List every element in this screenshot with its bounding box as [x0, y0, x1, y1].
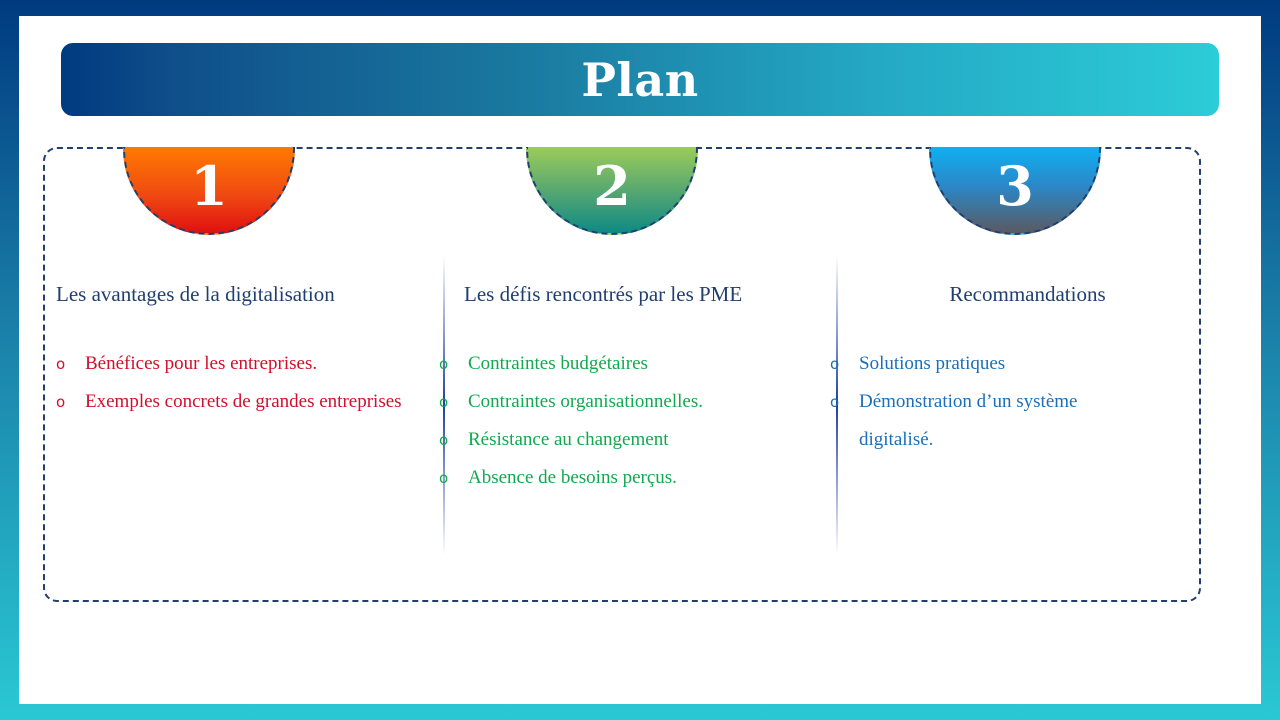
bullet-icon: o — [439, 355, 449, 373]
list-item: o Contraintes organisationnelles. — [439, 383, 829, 421]
bullet-icon: o — [439, 393, 449, 411]
bullet-icon: o — [56, 355, 66, 373]
list-item: o Démonstration d’un système digitalisé. — [830, 383, 1130, 459]
section-3-list: o Solutions pratiques o Démonstration d’un… — [830, 345, 1130, 459]
section-3-heading: Recommandations — [949, 282, 1106, 306]
bullet-icon: o — [439, 469, 449, 487]
list-item: o Bénéfices pour les entreprises. — [56, 345, 446, 383]
section-1-column: Les avantages de la digitalisation o Béné… — [56, 282, 446, 421]
column-divider-1 — [443, 255, 445, 555]
section-3-number: 3 — [996, 154, 1034, 218]
list-item: o Exemples concrets de grandes entreprise… — [56, 383, 446, 421]
section-1-heading: Les avantages de la digitalisation — [56, 282, 335, 306]
bullet-icon: o — [830, 355, 840, 373]
section-1-list: o Bénéfices pour les entreprises. o Exempl… — [56, 345, 446, 421]
section-2-number: 2 — [593, 154, 631, 218]
section-1-number: 1 — [190, 154, 228, 218]
list-item: o Contraintes budgétaires — [439, 345, 829, 383]
bullet-icon: o — [56, 393, 66, 411]
section-2-heading: Les défis rencontrés par les PME — [464, 282, 743, 306]
slide: Plan — [19, 16, 1261, 704]
section-2-list: o Contraintes budgétaires o Contraintes or… — [439, 345, 829, 497]
list-item: o Résistance au changement — [439, 421, 829, 459]
section-2-column: Les défis rencontrés par les PME o Contra… — [439, 282, 829, 497]
column-divider-2 — [836, 255, 838, 555]
bullet-icon: o — [830, 393, 840, 411]
section-3-column: Recommandations o Solutions pratiques o Dé… — [830, 282, 1220, 459]
slide-title: Plan — [581, 52, 699, 107]
bullet-icon: o — [439, 431, 449, 449]
list-item: o Solutions pratiques — [830, 345, 1130, 383]
title-bar: Plan — [61, 43, 1219, 116]
list-item: o Absence de besoins perçus. — [439, 459, 829, 497]
